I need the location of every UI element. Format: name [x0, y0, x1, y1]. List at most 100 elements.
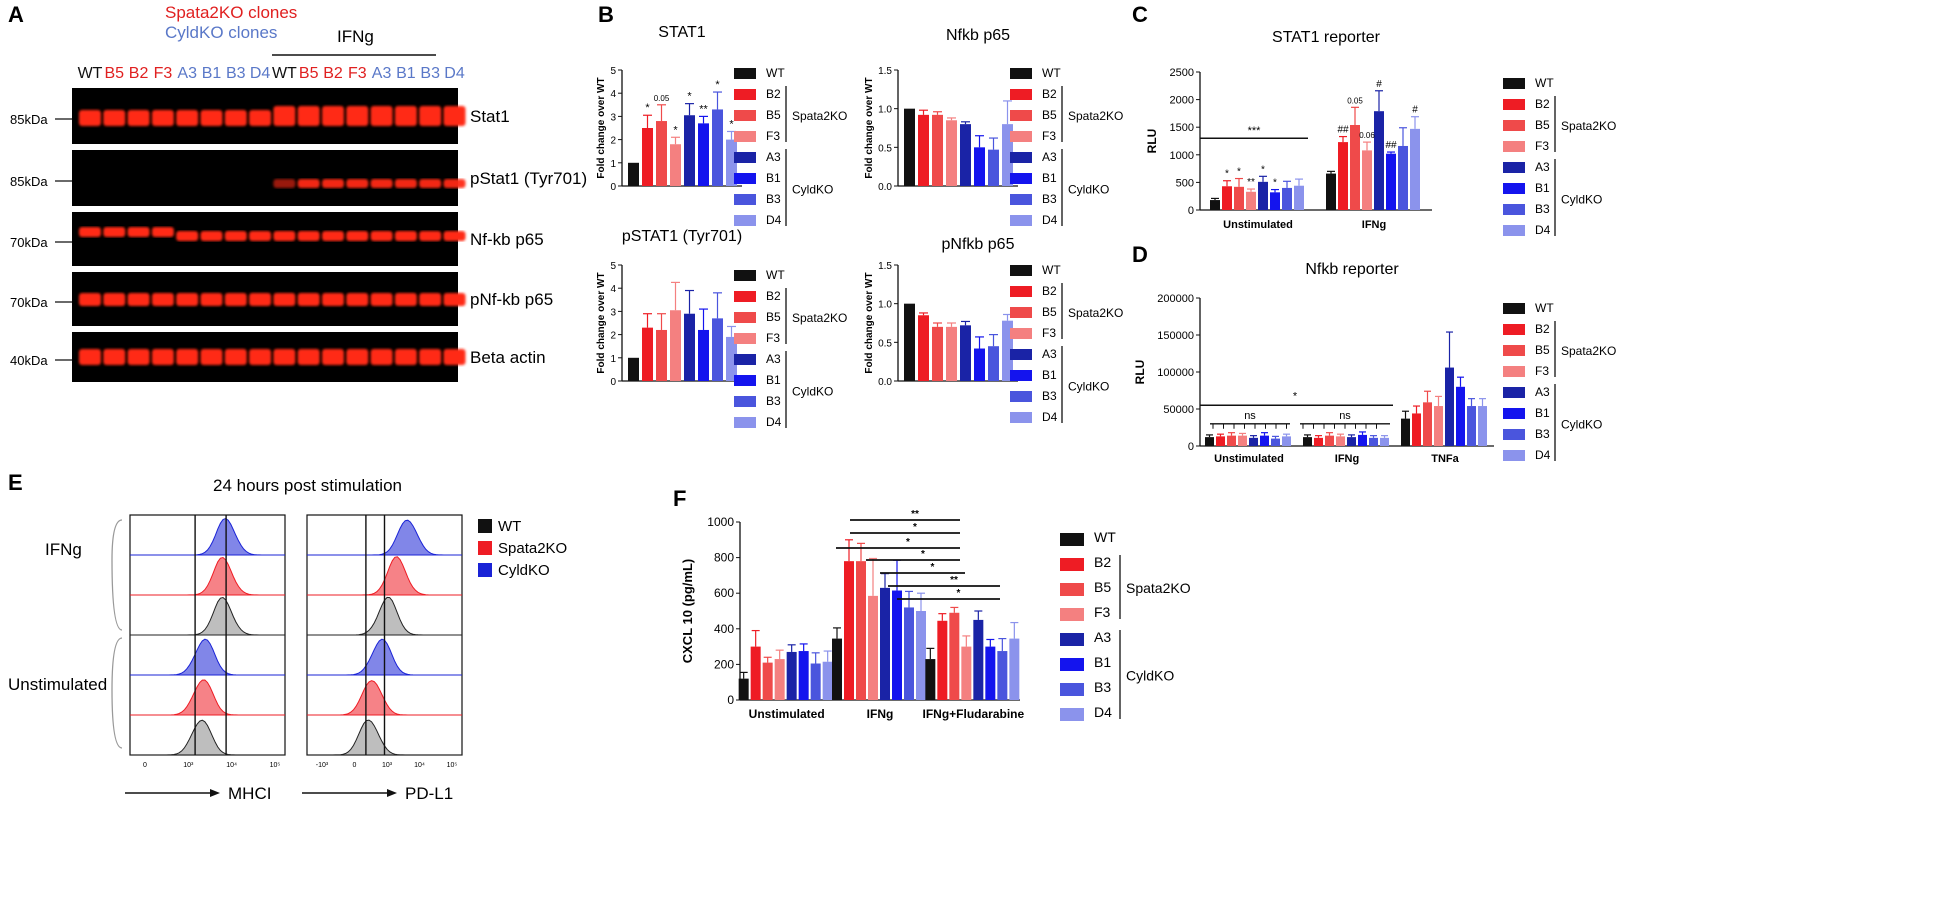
- blot-band: [79, 293, 101, 306]
- blot-band: [127, 349, 150, 365]
- y-tick-label: 200: [714, 657, 734, 671]
- legend-swatch-a3: [1503, 162, 1525, 173]
- bar-wt-unstimulated: [1205, 437, 1214, 446]
- legend-swatch-wt: [1503, 78, 1525, 89]
- blot-band: [249, 349, 272, 365]
- blot-band: [200, 349, 223, 365]
- legend-group-spata: Spata2KO: [1561, 344, 1616, 358]
- y-tick-label: 0: [1188, 205, 1194, 217]
- bar-b2: [918, 114, 929, 186]
- lane-label-f3: F3: [154, 65, 173, 82]
- bar-wt-unstimulated: [738, 678, 749, 700]
- significance-mark: ##: [1385, 140, 1397, 151]
- flow-legend-swatch-cyldko: [478, 563, 492, 577]
- legend-swatch-b5: [1503, 120, 1525, 131]
- legend-group-cyld: CyldKO: [1561, 193, 1602, 207]
- legend-label-wt: WT: [1042, 263, 1061, 277]
- y-tick-label: 50000: [1163, 404, 1194, 416]
- bar-b3-tnfa: [1467, 406, 1476, 446]
- significance-mark: **: [911, 509, 919, 520]
- legend-swatch-wt: [1010, 68, 1032, 79]
- bar-b2-ifng: [1338, 142, 1348, 210]
- y-tick-label: 3: [610, 112, 616, 123]
- legend-label-a3: A3: [1042, 347, 1057, 361]
- y-tick-label: 100000: [1157, 367, 1194, 379]
- y-tick-label: 2500: [1170, 67, 1194, 79]
- legend-swatch-a3: [1503, 387, 1525, 398]
- blot-band: [443, 231, 466, 241]
- significance-mark: ##: [1337, 125, 1349, 136]
- bar-b5-ifng-fludarabine: [949, 612, 960, 700]
- y-tick-label: 2: [610, 331, 616, 342]
- y-tick-label: 0.5: [878, 338, 892, 349]
- bar-b1-tnfa: [1456, 386, 1465, 446]
- blot-band: [224, 349, 247, 365]
- legend-group-spata: Spata2KO: [792, 109, 847, 123]
- y-tick-label: 0: [727, 693, 734, 707]
- legend-swatch-b2: [1503, 99, 1525, 110]
- bar-f3: [946, 326, 957, 381]
- blot-band: [297, 106, 320, 126]
- bar-b5-ifng: [856, 561, 866, 700]
- blot-band: [370, 349, 393, 365]
- significance-mark: *: [715, 79, 720, 91]
- y-tick-label: 4: [610, 89, 616, 100]
- bar-b1: [974, 348, 985, 381]
- legend-swatch-b2: [734, 89, 756, 100]
- bar-b2-unstimulated: [750, 646, 761, 700]
- lane-label-a3: A3: [372, 65, 392, 82]
- blot-band: [370, 231, 393, 241]
- significance-mark: 0.05: [654, 94, 670, 103]
- row-bracket-ifng: [111, 519, 123, 631]
- blot-band: [273, 179, 296, 188]
- legend-label-b3: B3: [1094, 679, 1111, 695]
- lane-label-d4: D4: [444, 65, 465, 82]
- legend-label-f3: F3: [1042, 326, 1056, 340]
- bar-f3-ifng-fludarabine: [961, 646, 972, 700]
- blot-band: [103, 349, 126, 365]
- bar-wt-unstimulated: [1210, 200, 1220, 210]
- blot-band: [346, 293, 369, 306]
- bar-b3: [988, 346, 999, 381]
- bar-b5: [656, 329, 667, 381]
- y-tick-label: 500: [1176, 177, 1194, 189]
- legend-swatch-b1: [1503, 408, 1525, 419]
- legend-label-b2: B2: [1042, 87, 1057, 101]
- legend-swatch-b5: [1010, 307, 1032, 318]
- flow-legend-label-wt: WT: [498, 518, 521, 535]
- panel-letter-d: D: [1132, 242, 1148, 267]
- legend-group-cyld: CyldKO: [1068, 380, 1109, 394]
- chart-nfkb-reporter: Nfkb reporter 0 50000 100000 150000 200000 RLU…: [1133, 261, 1616, 465]
- blot-band: [273, 293, 296, 306]
- bar-a3: [684, 115, 695, 186]
- lane-label-wt: WT: [272, 65, 297, 82]
- category-label-ifng-fludarabine: IFNg+Fludarabine: [922, 707, 1024, 721]
- legend-group-spata: Spata2KO: [1068, 109, 1123, 123]
- significance-mark: **: [699, 103, 708, 115]
- flow-tick-label: 10³: [382, 762, 393, 769]
- bar-b5-unstimulated: [1227, 435, 1236, 446]
- significance-mark: *: [1225, 169, 1229, 180]
- blot-band: [176, 293, 199, 306]
- panel-letter-e: E: [8, 470, 23, 495]
- legend-swatch-a3: [1060, 633, 1084, 646]
- legend-swatch-b3: [734, 194, 756, 205]
- legend-swatch-d4: [1060, 708, 1084, 721]
- blot-rows: Stat1 85kDa pStat1 (Tyr701) 85kDa Nf-kb p65 7…: [10, 88, 587, 382]
- legend-label-wt: WT: [1535, 301, 1554, 315]
- bar-d4: [1002, 320, 1013, 381]
- bar-d4: [726, 139, 737, 186]
- chart-title: STAT1 reporter: [1272, 29, 1381, 46]
- flow-axis-label: PD-L1: [405, 784, 453, 803]
- legend-label-b1: B1: [1042, 368, 1057, 382]
- blot-band: [322, 106, 344, 126]
- significance-mark: ***: [1248, 125, 1262, 137]
- legend-swatch-b1: [1010, 173, 1032, 184]
- y-tick-label: 150000: [1157, 330, 1194, 342]
- blot-band: [297, 231, 320, 241]
- legend-swatch-b5: [1060, 583, 1084, 596]
- legend-swatch-wt: [1060, 533, 1084, 546]
- lane-label-b5: B5: [299, 65, 319, 82]
- y-tick-label: 5: [610, 261, 616, 272]
